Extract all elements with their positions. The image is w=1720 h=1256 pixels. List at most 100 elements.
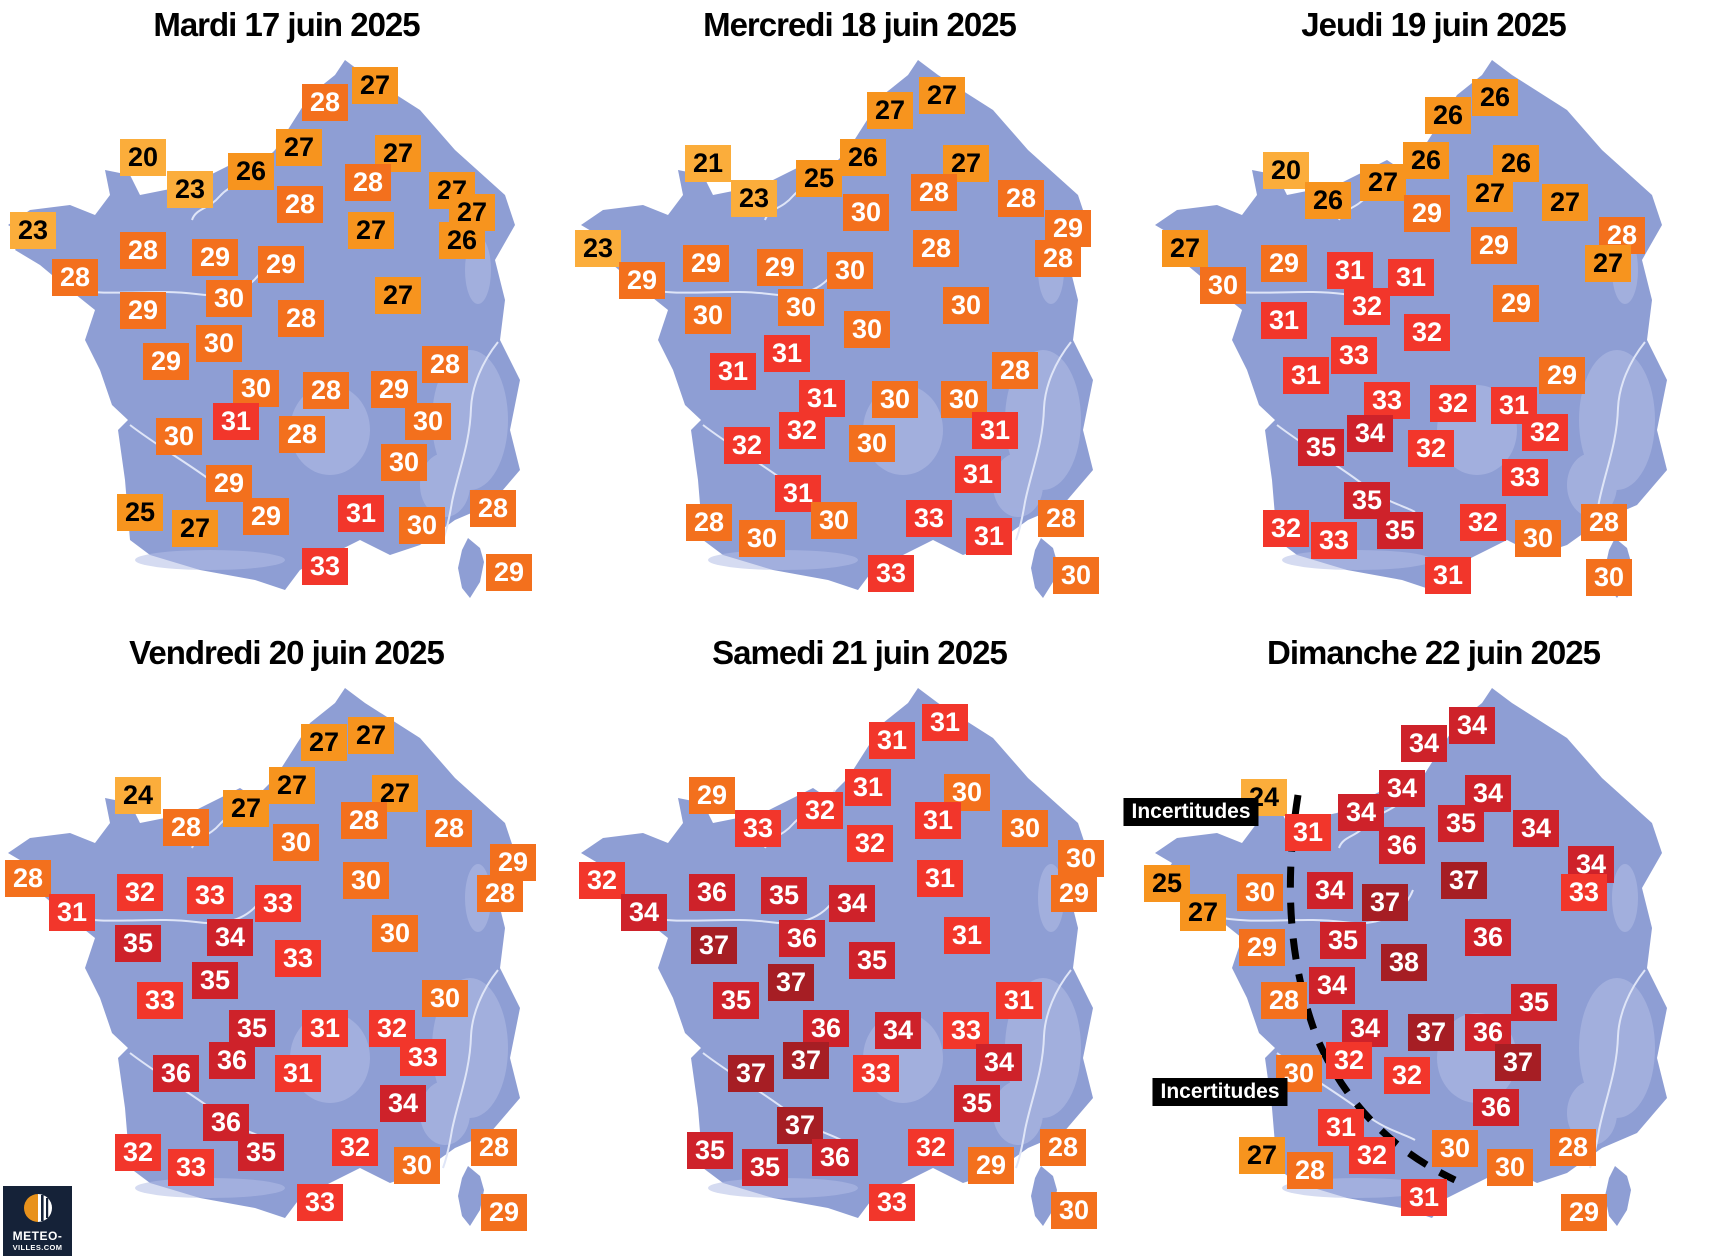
temp-label: 35 [115, 925, 161, 962]
temp-label: 31 [764, 335, 810, 372]
temp-label: 32 [1460, 504, 1506, 541]
temp-label: 32 [1263, 510, 1309, 547]
temp-label: 27 [1467, 175, 1513, 212]
temp-label: 33 [853, 1055, 899, 1092]
temp-label: 30 [381, 444, 427, 481]
temp-label: 31 [1327, 252, 1373, 289]
temp-label: 28 [913, 230, 959, 267]
logo-text-line2: VILLES.COM [12, 1243, 63, 1252]
meteo-villes-logo: METEO- VILLES.COM [3, 1186, 72, 1256]
temp-label: 23 [167, 171, 213, 208]
temp-label: 31 [845, 769, 891, 806]
map-panel-samedi-21: Samedi 21 juin 2025 31 31 31 30 29 32 31 30 33 32… [573, 628, 1146, 1256]
temp-label: 33 [168, 1149, 214, 1186]
temp-label: 30 [1237, 874, 1283, 911]
temp-label: 34 [1401, 725, 1447, 762]
temp-label: 31 [799, 380, 845, 417]
temp-label: 28 [426, 810, 472, 847]
temp-label: 34 [1347, 415, 1393, 452]
temp-label: 28 [345, 164, 391, 201]
temp-label: 35 [687, 1132, 733, 1169]
temp-label: 29 [371, 371, 417, 408]
temp-label: 32 [115, 1134, 161, 1171]
temp-label: 35 [1320, 922, 1366, 959]
temp-label: 27 [1585, 245, 1631, 282]
temp-label: 31 [996, 982, 1042, 1019]
temp-label: 32 [779, 412, 825, 449]
temp-label: 27 [1180, 894, 1226, 931]
temp-label: 35 [1438, 805, 1484, 842]
temp-label: 28 [341, 802, 387, 839]
temp-label: 29 [1493, 285, 1539, 322]
temp-label: 28 [302, 84, 348, 121]
temp-label: 28 [471, 1129, 517, 1166]
temp-label: 23 [10, 212, 56, 249]
temp-label: 28 [1040, 1129, 1086, 1166]
temp-label: 35 [1377, 512, 1423, 549]
temp-label: 31 [922, 704, 968, 741]
temp-label: 29 [120, 292, 166, 329]
temp-label: 30 [1586, 559, 1632, 596]
temp-label: 29 [486, 554, 532, 591]
temp-label: 29 [481, 1194, 527, 1231]
temp-label: 27 [276, 129, 322, 166]
temp-label: 33 [297, 1184, 343, 1221]
temp-label: 35 [192, 962, 238, 999]
temp-label: 28 [279, 416, 325, 453]
temp-label: 33 [1561, 874, 1607, 911]
temp-label: 37 [1495, 1044, 1541, 1081]
temp-label: 33 [869, 1184, 915, 1221]
temp-label: 30 [811, 502, 857, 539]
temp-label: 30 [685, 297, 731, 334]
uncertainty-label: Incertitudes [1152, 1078, 1288, 1106]
temp-label: 32 [1384, 1057, 1430, 1094]
temp-label: 31 [955, 456, 1001, 493]
temp-label: 30 [372, 915, 418, 952]
map-title: Jeudi 19 juin 2025 [1301, 6, 1566, 43]
temp-label: 34 [875, 1012, 921, 1049]
temp-label: 27 [223, 790, 269, 827]
uncertainty-dashed-line [1286, 794, 1457, 1184]
temp-label: 25 [117, 494, 163, 531]
temp-label: 33 [943, 1012, 989, 1049]
temp-label: 28 [1287, 1152, 1333, 1189]
temp-label: 27 [919, 77, 965, 114]
temp-label: 33 [1364, 382, 1410, 419]
temp-label: 34 [1449, 707, 1495, 744]
temp-label: 33 [400, 1039, 446, 1076]
temp-label: 36 [1473, 1089, 1519, 1126]
temp-label: 35 [238, 1134, 284, 1171]
temp-label: 30 [1002, 810, 1048, 847]
temp-label: 27 [352, 67, 398, 104]
temp-label: 37 [728, 1055, 774, 1092]
temp-label: 32 [1349, 1137, 1395, 1174]
temp-label: 33 [906, 500, 952, 537]
temp-label: 36 [689, 874, 735, 911]
temp-label: 34 [1309, 967, 1355, 1004]
temp-label: 33 [275, 940, 321, 977]
temp-label: 33 [255, 885, 301, 922]
temp-label: 31 [213, 403, 259, 440]
temp-label: 28 [686, 504, 732, 541]
temp-label: 36 [209, 1042, 255, 1079]
temp-label: 28 [911, 174, 957, 211]
temp-label: 31 [1283, 357, 1329, 394]
temp-label: 31 [338, 495, 384, 532]
temp-label: 25 [1144, 865, 1190, 902]
temp-label: 27 [1360, 164, 1406, 201]
temp-label: 33 [868, 555, 914, 592]
temp-label: 28 [422, 346, 468, 383]
temp-label: 32 [579, 862, 625, 899]
temp-label: 23 [731, 180, 777, 217]
temp-label: 29 [757, 249, 803, 286]
temp-label: 32 [724, 427, 770, 464]
map-title: Mercredi 18 juin 2025 [703, 6, 1017, 43]
temp-label: 29 [1561, 1194, 1607, 1231]
temp-label: 32 [1430, 385, 1476, 422]
temp-label: 29 [258, 246, 304, 283]
temp-label: 29 [619, 262, 665, 299]
temp-label: 30 [1487, 1149, 1533, 1186]
temp-label: 35 [229, 1010, 275, 1047]
temp-label: 23 [575, 230, 621, 267]
temp-label: 31 [1401, 1179, 1447, 1216]
